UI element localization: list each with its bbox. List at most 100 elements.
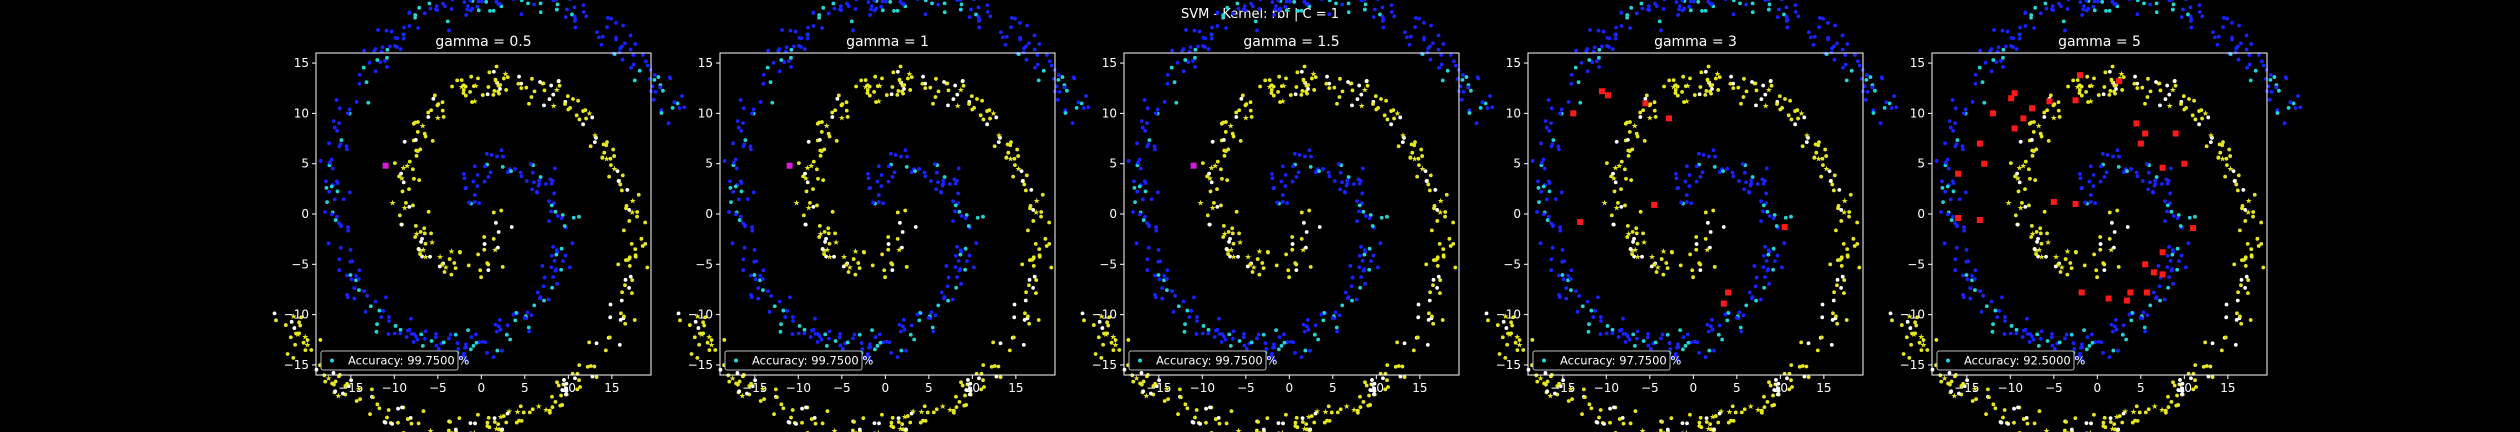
scatter-point: ★ bbox=[1305, 412, 1312, 421]
scatter-point bbox=[890, 85, 895, 89]
scatter-point: ★ bbox=[398, 174, 405, 183]
scatter-point bbox=[875, 84, 880, 89]
scatter-point bbox=[1717, 323, 1722, 328]
scatter-point bbox=[811, 10, 816, 15]
scatter-point bbox=[1673, 91, 1678, 95]
scatter-point bbox=[555, 380, 559, 385]
scatter-point bbox=[563, 253, 568, 258]
scatter-point bbox=[432, 93, 437, 98]
scatter-point bbox=[1027, 321, 1032, 326]
scatter-point bbox=[2032, 120, 2036, 124]
scatter-point bbox=[514, 420, 519, 425]
scatter-point bbox=[1227, 332, 1232, 337]
scatter-point bbox=[1765, 399, 1770, 404]
scatter-point bbox=[991, 340, 996, 345]
scatter-point bbox=[1352, 182, 1356, 186]
scatter-point bbox=[2008, 43, 2013, 48]
scatter-point bbox=[385, 64, 389, 69]
scatter-point bbox=[1766, 252, 1771, 257]
scatter-point bbox=[2020, 201, 2024, 205]
scatter-point bbox=[1599, 315, 1603, 319]
scatter-point bbox=[1363, 2, 1368, 7]
scatter-point bbox=[440, 262, 445, 267]
scatter-point bbox=[608, 156, 613, 161]
scatter-point bbox=[1270, 176, 1275, 181]
scatter-point bbox=[2179, 15, 2184, 20]
scatter-point bbox=[1879, 75, 1884, 80]
scatter-point bbox=[318, 338, 323, 342]
scatter-point bbox=[1892, 94, 1896, 98]
scatter-point bbox=[1204, 406, 1208, 411]
scatter-point bbox=[2125, 225, 2130, 229]
scatter-point bbox=[2204, 144, 2209, 149]
scatter-point bbox=[471, 343, 476, 348]
scatter-point bbox=[677, 106, 682, 111]
scatter-point: ★ bbox=[846, 263, 853, 272]
scatter-point bbox=[1447, 236, 1452, 241]
scatter-point bbox=[1759, 199, 1763, 204]
x-tick-label: 5 bbox=[2137, 381, 2145, 395]
scatter-point bbox=[1304, 422, 1309, 427]
scatter-point bbox=[1415, 335, 1420, 340]
scatter-point bbox=[821, 178, 826, 183]
scatter-point bbox=[398, 47, 403, 52]
scatter-point bbox=[1322, 420, 1327, 425]
scatter-point bbox=[2034, 252, 2039, 257]
scatter-point bbox=[1132, 179, 1136, 184]
scatter-point bbox=[1596, 28, 1601, 33]
scatter-point bbox=[1309, 76, 1314, 81]
scatter-point bbox=[620, 290, 625, 295]
scatter-point bbox=[407, 10, 412, 15]
scatter-point bbox=[1549, 268, 1554, 273]
scatter-point bbox=[867, 93, 872, 98]
scatter-point bbox=[903, 148, 908, 153]
scatter-point bbox=[337, 221, 341, 226]
scatter-point bbox=[2089, 421, 2093, 426]
scatter-point bbox=[908, 420, 913, 425]
scatter-point: ★ bbox=[1704, 246, 1711, 255]
scatter-point bbox=[900, 83, 905, 88]
scatter-point bbox=[557, 83, 562, 88]
scatter-point bbox=[2193, 363, 2198, 367]
scatter-point bbox=[416, 421, 421, 426]
misclassified-point bbox=[2123, 297, 2130, 304]
scatter-point bbox=[2181, 94, 2186, 99]
scatter-point bbox=[1985, 387, 1990, 392]
scatter-point bbox=[1509, 320, 1514, 325]
scatter-point bbox=[2163, 408, 2168, 413]
scatter-point bbox=[1022, 182, 1027, 187]
scatter-point bbox=[1910, 331, 1914, 336]
scatter-point bbox=[1951, 181, 1956, 185]
scatter-point bbox=[1321, 318, 1326, 323]
scatter-point: ★ bbox=[448, 247, 455, 256]
scatter-point bbox=[835, 96, 840, 101]
scatter-point bbox=[1953, 257, 1958, 262]
scatter-point bbox=[1545, 389, 1550, 394]
scatter-point bbox=[547, 97, 552, 102]
scatter-point bbox=[1107, 315, 1112, 320]
scatter-point bbox=[2223, 174, 2228, 179]
scatter-point bbox=[1638, 209, 1643, 214]
scatter-point bbox=[1774, 224, 1779, 228]
scatter-point bbox=[1844, 78, 1849, 83]
scatter-point bbox=[1174, 100, 1179, 105]
scatter-point bbox=[1155, 107, 1160, 112]
scatter-point: ★ bbox=[1300, 246, 1307, 255]
scatter-point bbox=[464, 186, 469, 190]
scatter-point bbox=[587, 340, 592, 345]
scatter-point bbox=[870, 328, 875, 333]
scatter-point bbox=[1483, 101, 1488, 106]
scatter-point bbox=[1422, 21, 1426, 25]
scatter-point: ★ bbox=[442, 263, 449, 272]
scatter-point bbox=[400, 189, 405, 194]
scatter-point bbox=[1622, 167, 1627, 172]
scatter-point bbox=[2168, 166, 2173, 171]
scatter-point bbox=[1704, 416, 1709, 421]
scatter-point: ★ bbox=[427, 426, 434, 432]
scatter-point bbox=[896, 416, 901, 421]
scatter-point bbox=[1560, 273, 1565, 277]
scatter-point bbox=[495, 80, 500, 85]
scatter-point bbox=[889, 420, 894, 425]
scatter-point bbox=[465, 7, 470, 12]
scatter-point bbox=[2268, 73, 2273, 77]
